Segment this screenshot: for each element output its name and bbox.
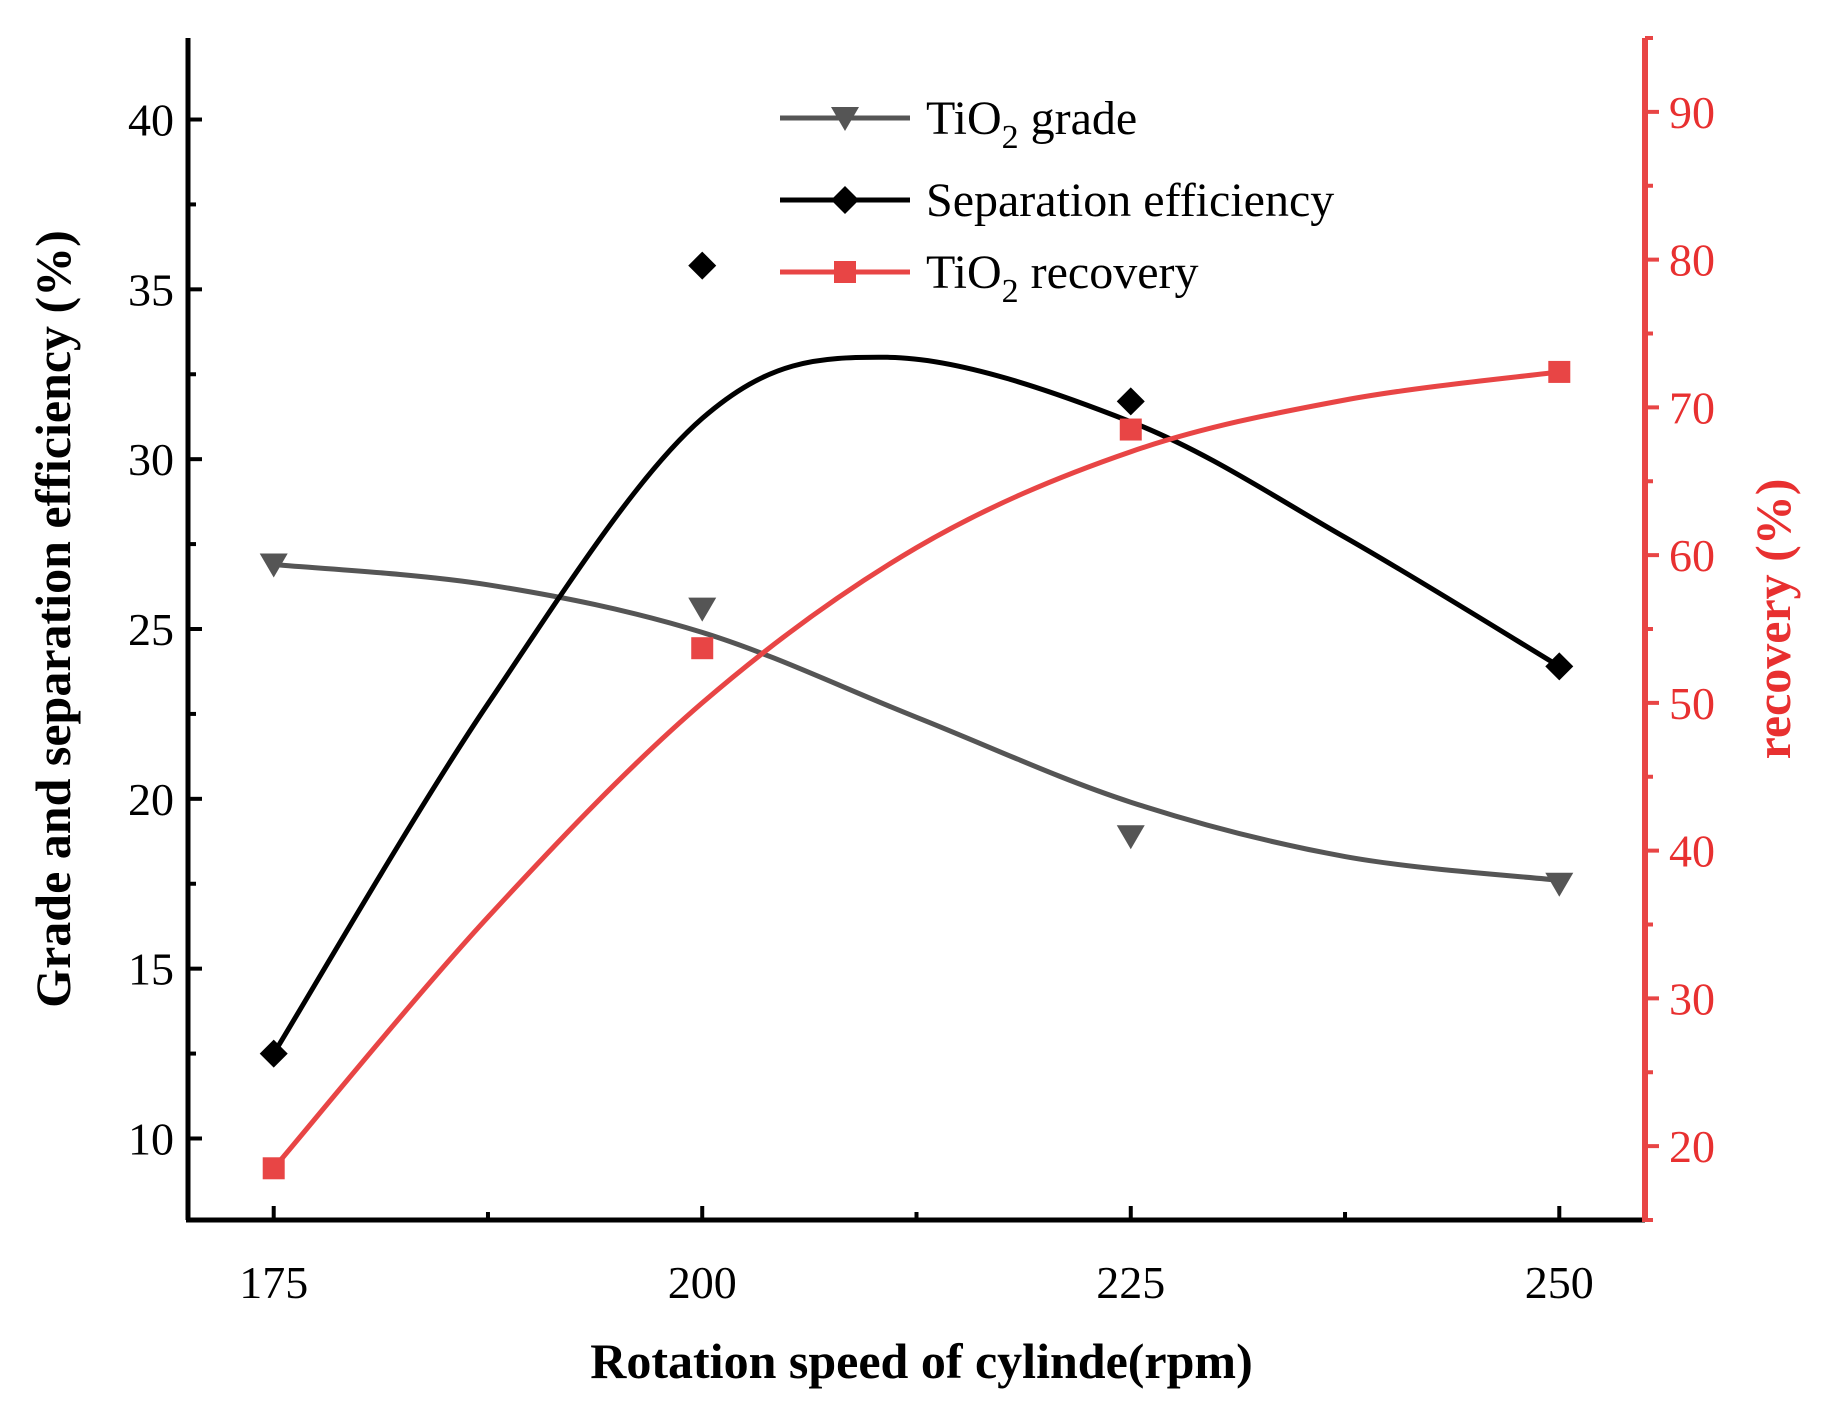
y-tick-label: 10 [128, 1113, 174, 1164]
y-tick-label: 40 [128, 95, 174, 146]
data-point [688, 251, 717, 280]
y2-tick-label: 70 [1669, 382, 1715, 433]
series-layer [259, 251, 1574, 1180]
y2-tick-label: 50 [1669, 678, 1715, 729]
series-tio2-recovery [262, 360, 1571, 1180]
y-axis-title: Grade and separation efficiency (%) [25, 230, 81, 1008]
y2-tick-label: 90 [1669, 87, 1715, 138]
series-separation-efficiency [259, 251, 1574, 1068]
legend-label: Separation efficiency [926, 174, 1334, 227]
y-tick-label: 20 [128, 774, 174, 825]
legend-entry-tio2-grade: TiO2 grade [780, 92, 1137, 156]
legend-marker [831, 107, 859, 131]
series-line [271, 369, 1560, 1170]
y2-tick-label: 60 [1669, 530, 1715, 581]
x-tick-label: 225 [1096, 1257, 1165, 1308]
data-point [1116, 825, 1145, 850]
y-tick-label: 25 [128, 604, 174, 655]
legend-entry-tio2-recovery: TiO2 recovery [780, 246, 1199, 310]
data-point [1119, 418, 1142, 441]
data-point [262, 1157, 285, 1180]
data-point [259, 553, 288, 578]
data-point [259, 1039, 288, 1068]
data-point [1545, 652, 1574, 681]
series-line [273, 562, 1560, 883]
y-tick-label: 15 [128, 944, 174, 995]
y2-tick-label: 40 [1669, 826, 1715, 877]
y-tick-label: 30 [128, 434, 174, 485]
legend-label: TiO2 recovery [926, 246, 1199, 310]
legend-entry-separation-efficiency: Separation efficiency [780, 174, 1334, 227]
series-line [271, 354, 1561, 1055]
y2-tick-label: 20 [1669, 1121, 1715, 1172]
x-axis-title: Rotation speed of cylinde(rpm) [590, 1333, 1252, 1389]
legend-marker [834, 261, 856, 283]
legend-marker [831, 186, 859, 214]
x-tick-label: 250 [1525, 1257, 1594, 1308]
axes-layer: 175 200 225 250 10 15 20 25 30 35 40 20 30 40 50 60 70 80… [128, 36, 1715, 1308]
y2-axis-title: recovery (%) [1745, 479, 1801, 760]
data-point [1545, 872, 1574, 897]
data-point [691, 637, 714, 660]
x-tick-label: 200 [668, 1257, 737, 1308]
y2-tick-label: 30 [1669, 973, 1715, 1024]
series-tio2-grade [259, 553, 1574, 897]
data-point [1116, 387, 1145, 416]
x-tick-label: 175 [239, 1257, 308, 1308]
data-point [688, 597, 717, 622]
y2-tick-label: 80 [1669, 235, 1715, 286]
data-point [1548, 360, 1571, 383]
y-tick-label: 35 [128, 264, 174, 315]
legend-label: TiO2 grade [926, 92, 1137, 156]
legend: TiO2 grade Separation efficiency TiO2 reco… [780, 92, 1334, 310]
